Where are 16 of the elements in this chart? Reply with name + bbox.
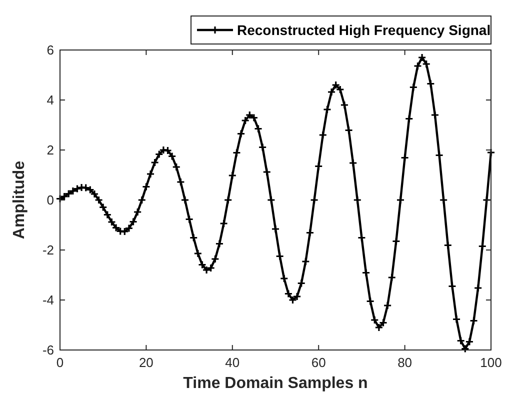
x-tick-label: 80	[398, 355, 412, 370]
x-tick-label: 100	[480, 355, 502, 370]
y-tick-label: 4	[46, 92, 54, 108]
x-axis-title: Time Domain Samples n	[183, 375, 368, 392]
y-axis-title: Amplitude	[11, 160, 28, 240]
x-tick-label: 60	[311, 355, 326, 370]
y-tick-label: 2	[46, 142, 54, 158]
y-tick-label: -6	[42, 342, 54, 358]
y-tick-label: 6	[46, 42, 54, 58]
x-tick-label: 0	[56, 355, 64, 370]
y-tick-label: -2	[42, 242, 54, 258]
legend-label: Reconstructed High Frequency Signal	[237, 22, 491, 38]
x-tick-label: 40	[225, 355, 240, 370]
y-tick-label: 0	[46, 192, 54, 208]
y-tick-label: -4	[42, 292, 54, 308]
x-tick-label: 20	[138, 355, 154, 370]
